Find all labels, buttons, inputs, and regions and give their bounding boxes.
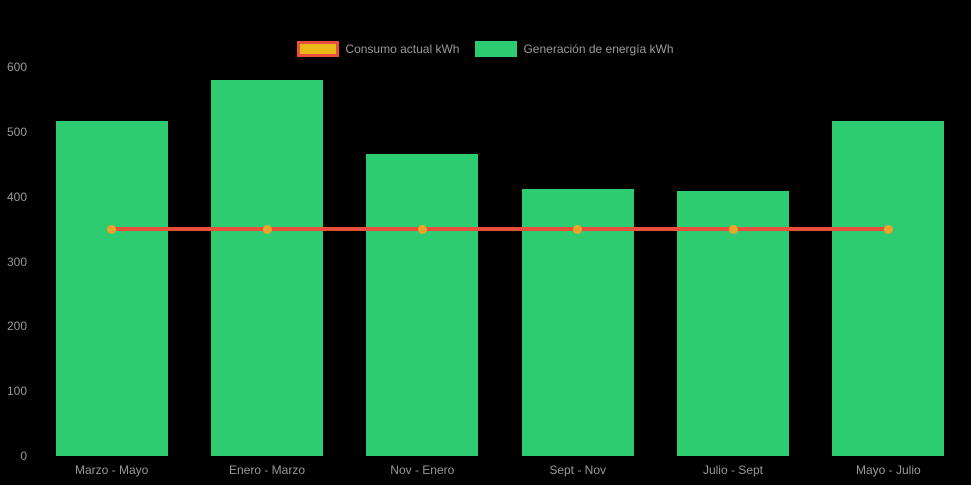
x-axis-tick-label: Julio - Sept xyxy=(702,463,763,477)
consumption-point[interactable] xyxy=(262,224,272,234)
consumo-line-swatch-icon xyxy=(297,41,340,57)
legend-label-consumo: Consumo actual kWh xyxy=(345,42,460,56)
chart-legend: Consumo actual kWh Generación de energía… xyxy=(0,41,971,57)
plot-area xyxy=(34,67,966,456)
legend-item-consumo[interactable]: Consumo actual kWh xyxy=(297,41,459,57)
y-axis-tick-label: 300 xyxy=(6,254,27,269)
x-axis-tick-label: Mayo - Julio xyxy=(855,463,921,477)
generation-bar[interactable] xyxy=(55,120,168,456)
consumption-line xyxy=(111,227,889,232)
generation-bar[interactable] xyxy=(677,190,789,456)
y-axis-tick-label: 500 xyxy=(6,124,27,139)
y-axis-tick-label: 0 xyxy=(20,449,27,463)
x-axis-tick-label: Enero - Marzo xyxy=(228,463,305,477)
legend-item-generacion[interactable]: Generación de energía kWh xyxy=(475,41,674,57)
generation-bar[interactable] xyxy=(832,121,945,456)
consumption-point[interactable] xyxy=(417,224,427,234)
y-axis-tick-label: 100 xyxy=(6,384,27,399)
x-axis-tick-label: Sept - Nov xyxy=(549,463,607,477)
generation-bar[interactable] xyxy=(211,79,323,456)
consumption-point[interactable] xyxy=(883,224,893,234)
y-axis-tick-label: 200 xyxy=(6,319,27,334)
consumption-point[interactable] xyxy=(107,224,117,234)
y-axis: 0 100 200 300 400 500 600 xyxy=(0,0,27,485)
x-axis: Marzo - Mayo Enero - Marzo Nov - Enero Sept… xyxy=(34,463,966,479)
consumption-point[interactable] xyxy=(728,224,738,234)
x-axis-tick-label: Nov - Enero xyxy=(390,463,455,477)
consumption-point[interactable] xyxy=(573,224,583,234)
generation-bar[interactable] xyxy=(366,153,479,456)
y-axis-tick-label: 600 xyxy=(6,60,27,74)
y-axis-tick-label: 400 xyxy=(6,189,27,204)
generacion-bar-swatch-icon xyxy=(475,41,518,57)
legend-label-generacion: Generación de energía kWh xyxy=(523,42,674,56)
x-axis-tick-label: Marzo - Mayo xyxy=(74,463,149,477)
